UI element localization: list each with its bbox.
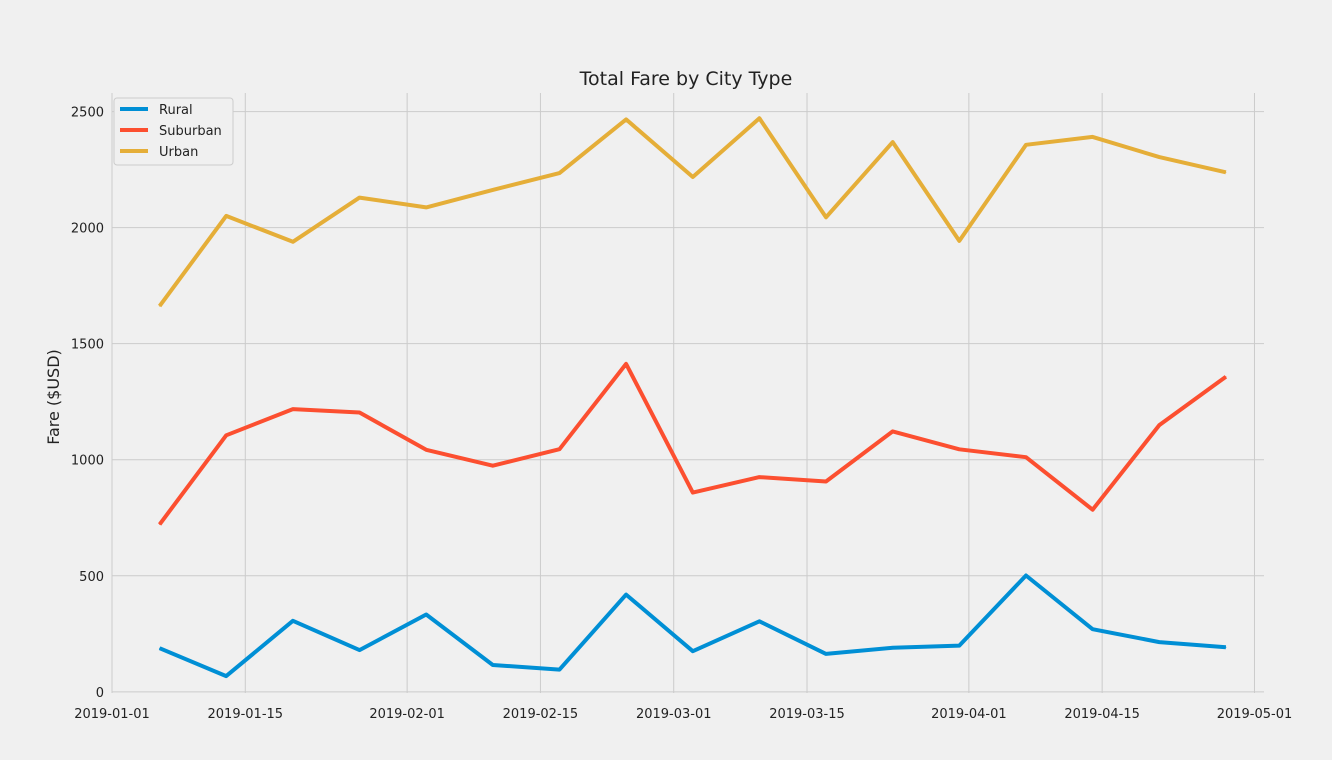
data-point-urban bbox=[758, 117, 760, 119]
data-point-rural bbox=[492, 664, 494, 666]
legend-box bbox=[113, 97, 234, 166]
data-point-urban bbox=[825, 216, 827, 218]
data-point-rural bbox=[958, 645, 960, 647]
data-point-suburban bbox=[558, 448, 560, 450]
data-point-suburban bbox=[425, 449, 427, 451]
y-tick-labels: 0 500 1000 1500 2000 2500 bbox=[71, 106, 104, 701]
data-point-rural bbox=[359, 649, 361, 651]
series-lines bbox=[157, 116, 1228, 679]
data-point-urban bbox=[1025, 144, 1027, 146]
data-point-urban bbox=[425, 206, 427, 208]
data-point-suburban bbox=[825, 481, 827, 483]
y-tick-label: 0 bbox=[96, 686, 104, 701]
data-point-suburban bbox=[1225, 376, 1227, 378]
legend-label-urban: Urban bbox=[159, 145, 198, 160]
legend-label-suburban: Suburban bbox=[159, 124, 222, 139]
x-tick-label: 2019-03-15 bbox=[769, 707, 845, 722]
y-tick-label: 1000 bbox=[71, 454, 104, 469]
data-point-suburban bbox=[225, 434, 227, 436]
data-point-rural bbox=[225, 675, 227, 677]
y-tick-label: 500 bbox=[79, 570, 104, 585]
x-tick-label: 2019-01-01 bbox=[74, 707, 150, 722]
data-point-rural bbox=[292, 620, 294, 622]
data-point-suburban bbox=[758, 476, 760, 478]
data-point-urban bbox=[1225, 171, 1227, 173]
y-tick-label: 2500 bbox=[71, 106, 104, 121]
x-tick-label: 2019-02-15 bbox=[503, 707, 579, 722]
data-point-urban bbox=[692, 176, 694, 178]
data-point-urban bbox=[892, 141, 894, 143]
x-tick-label: 2019-01-15 bbox=[208, 707, 284, 722]
data-point-suburban bbox=[1025, 456, 1027, 458]
data-point-suburban bbox=[359, 412, 361, 414]
y-tick-label: 1500 bbox=[71, 338, 104, 353]
data-point-rural bbox=[758, 620, 760, 622]
data-point-urban bbox=[558, 172, 560, 174]
y-axis-label: Fare ($USD) bbox=[44, 349, 63, 445]
data-point-suburban bbox=[625, 363, 627, 365]
data-point-rural bbox=[692, 650, 694, 652]
data-point-rural bbox=[558, 669, 560, 671]
data-point-rural bbox=[1225, 646, 1227, 648]
data-point-urban bbox=[159, 305, 161, 307]
data-point-urban bbox=[1092, 136, 1094, 138]
data-point-rural bbox=[425, 614, 427, 616]
data-point-suburban bbox=[692, 492, 694, 494]
legend-label-rural: Rural bbox=[159, 103, 193, 118]
data-point-rural bbox=[159, 647, 161, 649]
x-tick-label: 2019-04-15 bbox=[1064, 707, 1140, 722]
grid-lines bbox=[111, 93, 1264, 693]
chart-title: Total Fare by City Type bbox=[579, 68, 793, 90]
data-point-urban bbox=[958, 240, 960, 242]
data-point-suburban bbox=[1092, 509, 1094, 511]
y-tick-label: 2000 bbox=[71, 222, 104, 237]
data-point-suburban bbox=[159, 523, 161, 525]
data-point-suburban bbox=[958, 448, 960, 450]
data-point-rural bbox=[825, 653, 827, 655]
data-point-suburban bbox=[292, 408, 294, 410]
data-point-urban bbox=[359, 197, 361, 199]
data-point-urban bbox=[292, 241, 294, 243]
legend: Rural Suburban Urban bbox=[113, 97, 234, 166]
data-point-rural bbox=[625, 594, 627, 596]
data-point-suburban bbox=[892, 430, 894, 432]
data-point-rural bbox=[1025, 574, 1027, 576]
data-point-urban bbox=[225, 215, 227, 217]
data-point-rural bbox=[1158, 641, 1160, 643]
data-point-urban bbox=[492, 189, 494, 191]
data-point-urban bbox=[625, 118, 627, 120]
x-tick-label: 2019-04-01 bbox=[931, 707, 1007, 722]
data-point-rural bbox=[1092, 628, 1094, 630]
data-point-suburban bbox=[492, 465, 494, 467]
data-point-suburban bbox=[1158, 424, 1160, 426]
x-tick-label: 2019-03-01 bbox=[636, 707, 712, 722]
data-point-urban bbox=[1158, 156, 1160, 158]
x-tick-label: 2019-02-01 bbox=[369, 707, 445, 722]
x-tick-label: 2019-05-01 bbox=[1217, 707, 1293, 722]
x-tick-labels: 2019-01-01 2019-01-15 2019-02-01 2019-02-15… bbox=[74, 707, 1292, 722]
data-point-rural bbox=[892, 647, 894, 649]
